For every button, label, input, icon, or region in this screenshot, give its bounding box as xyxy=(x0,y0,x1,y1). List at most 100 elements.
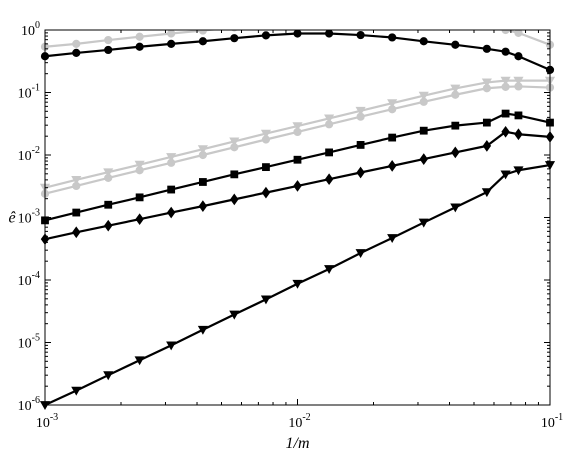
circle-marker xyxy=(514,82,523,91)
diamond-marker xyxy=(293,180,302,192)
circle-marker xyxy=(167,30,176,38)
triangle-down-marker xyxy=(481,78,492,88)
triangle-down-marker xyxy=(481,188,492,198)
square-marker xyxy=(72,208,81,217)
square-marker xyxy=(104,200,113,209)
circle-marker xyxy=(198,30,207,35)
circle-marker xyxy=(293,127,302,137)
triangle-down-marker xyxy=(229,137,240,147)
square-marker xyxy=(501,109,510,118)
triangle-down-marker xyxy=(197,325,208,335)
triangle-down-marker xyxy=(292,279,303,289)
diamond-marker xyxy=(451,146,460,159)
series-line xyxy=(44,130,551,241)
series-layer xyxy=(39,20,556,411)
square-marker xyxy=(482,118,491,127)
triangle-down-marker xyxy=(229,310,240,320)
diamond-marker xyxy=(104,219,113,232)
circle-marker xyxy=(261,31,271,40)
y-tick-label: 10-6 xyxy=(18,395,40,414)
series-1 xyxy=(501,30,555,49)
circle-marker xyxy=(104,45,113,55)
triangle-down-marker xyxy=(166,153,177,162)
circle-marker xyxy=(482,84,491,93)
triangle-down-marker xyxy=(292,122,303,132)
circle-marker xyxy=(388,33,397,42)
triangle-down-marker xyxy=(355,249,366,259)
square-marker xyxy=(451,121,460,130)
x-tick-label: 10-1 xyxy=(541,412,563,431)
y-tick-label: 10-2 xyxy=(18,145,40,164)
diamond-marker xyxy=(356,166,365,179)
diamond-marker xyxy=(514,128,523,141)
circle-marker xyxy=(230,143,239,152)
square-marker xyxy=(388,133,397,142)
triangle-down-marker xyxy=(387,99,398,109)
x-axis-label: 1/m xyxy=(286,435,310,452)
circle-marker xyxy=(104,173,113,183)
triangle-down-marker xyxy=(513,76,524,86)
triangle-down-marker xyxy=(500,170,511,180)
circle-marker xyxy=(198,150,207,160)
square-marker xyxy=(198,178,207,186)
diamond-marker xyxy=(166,206,176,219)
x-tick-label: 10-3 xyxy=(36,412,58,431)
tick-labels-layer: 10-3 10-2 10-1 10-6 10-5 10-4 10-3 10-2 10-1 100 xyxy=(18,20,564,431)
triangle-down-marker xyxy=(197,145,208,155)
ticks-layer xyxy=(44,29,551,406)
triangle-down-marker xyxy=(166,341,177,351)
series-line xyxy=(44,85,551,195)
square-marker xyxy=(262,163,270,172)
triangle-down-marker xyxy=(260,295,272,305)
circle-marker xyxy=(135,32,144,41)
y-tick-label: 100 xyxy=(21,20,40,39)
circle-marker xyxy=(451,40,460,49)
diamond-marker xyxy=(419,153,428,165)
triangle-down-marker xyxy=(418,218,429,228)
circle-marker xyxy=(356,30,365,40)
y-tick-label: 10-5 xyxy=(18,333,40,352)
triangle-down-marker xyxy=(450,84,461,94)
square-marker xyxy=(135,193,144,202)
triangle-down-marker xyxy=(500,76,511,86)
series-7 xyxy=(39,161,556,411)
diamond-marker xyxy=(230,193,239,206)
x-tick-label: 10-2 xyxy=(288,412,310,431)
series-4 xyxy=(40,82,555,198)
circle-marker xyxy=(514,52,523,61)
triangle-down-marker xyxy=(513,166,524,176)
circle-marker xyxy=(356,112,365,121)
triangle-down-marker xyxy=(260,129,272,139)
triangle-down-marker xyxy=(418,91,429,101)
series-2 xyxy=(40,30,555,74)
y-tick-label: 10-4 xyxy=(18,270,40,289)
diamond-marker xyxy=(482,140,492,152)
circle-marker xyxy=(482,44,491,53)
circle-marker xyxy=(198,37,207,46)
diamond-marker xyxy=(324,173,334,186)
circle-marker xyxy=(135,42,144,51)
series-line xyxy=(44,79,550,189)
triangle-down-marker xyxy=(450,203,461,213)
circle-marker xyxy=(419,37,428,46)
circle-marker xyxy=(261,135,271,144)
diamond-marker xyxy=(501,125,510,138)
triangle-down-marker xyxy=(103,168,114,178)
series-line xyxy=(44,30,220,48)
circle-marker xyxy=(501,47,510,56)
circle-marker xyxy=(72,39,81,48)
circle-marker xyxy=(167,39,176,48)
circle-marker xyxy=(262,20,269,27)
triangle-down-marker xyxy=(324,114,335,124)
square-marker xyxy=(325,148,334,157)
triangle-down-marker xyxy=(71,386,82,396)
triangle-down-marker xyxy=(103,371,114,381)
circle-marker xyxy=(135,166,144,175)
circle-marker xyxy=(501,30,510,35)
triangle-down-marker xyxy=(134,356,145,366)
triangle-down-marker xyxy=(387,234,398,244)
circle-marker xyxy=(451,90,460,99)
diamond-marker xyxy=(72,226,81,239)
circle-marker xyxy=(72,48,81,58)
